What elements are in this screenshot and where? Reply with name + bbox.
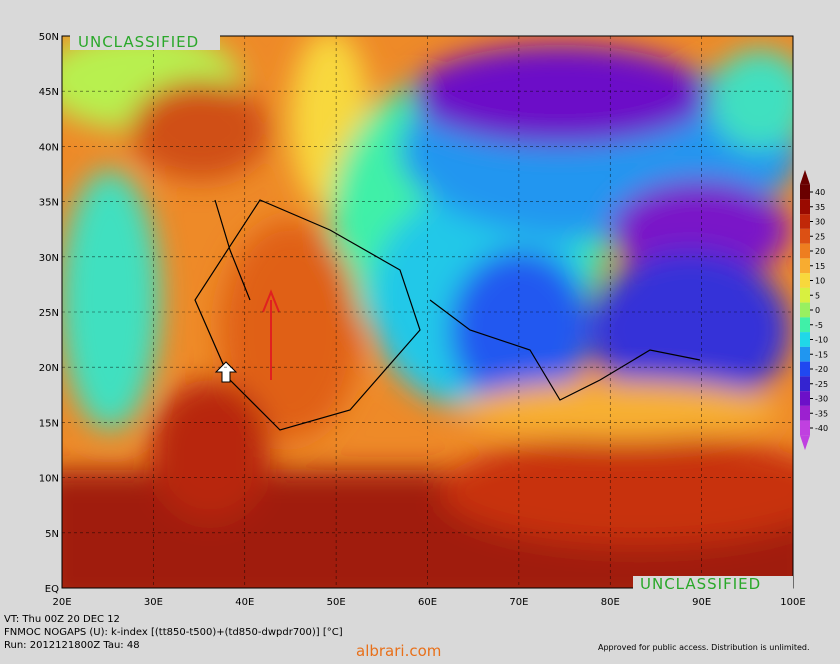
- lat-label: 45N: [39, 87, 59, 98]
- colorbar-label: -5: [815, 321, 823, 330]
- lat-label: 25N: [39, 308, 59, 319]
- lon-label: 100E: [780, 597, 805, 608]
- color-swatch: [800, 302, 810, 318]
- label-box: [633, 576, 793, 592]
- colorbar-label: 35: [815, 203, 825, 212]
- color-swatch: [800, 214, 810, 229]
- colorbar-label: 5: [815, 291, 820, 300]
- color-swatch: [800, 184, 810, 200]
- colorbar-cap: [800, 435, 810, 451]
- lat-label: 10N: [39, 474, 59, 485]
- lon-label: 20E: [52, 597, 71, 608]
- color-swatch: [800, 199, 810, 215]
- lat-label: 40N: [39, 142, 59, 153]
- arrow-icon: [262, 289, 280, 380]
- lat-label: 20N: [39, 363, 59, 374]
- lat-label: 35N: [39, 198, 59, 209]
- color-swatch: [800, 420, 810, 436]
- lon-label: 70E: [509, 597, 528, 608]
- run-info: Run: 2012121800Z Tau: 48: [4, 640, 140, 651]
- coastline: [194, 199, 701, 431]
- colorbar: 40 35 30 25 20 15 10 5 0 -5 -10 -15 -20 -25 -30 -35 -40: [800, 169, 828, 451]
- lat-label: EQ: [45, 584, 59, 595]
- colorbar-label: 30: [815, 218, 825, 227]
- colorbar-label: 10: [815, 277, 825, 286]
- color-swatch: [800, 228, 810, 244]
- colorbar-label: -35: [815, 409, 828, 418]
- colorbar-label: 40: [815, 188, 825, 197]
- classification: UNCLASSIFIED: [78, 33, 199, 51]
- grid: 50N 45N 40N 35N 30N 25N 20N 15N 10N 5N EQ 20E 30E 40E…: [39, 32, 806, 608]
- colorbar-label: 25: [815, 232, 825, 241]
- lat-label: 30N: [39, 253, 59, 264]
- colorbar-label: -10: [815, 336, 828, 345]
- classification: UNCLASSIFIED: [640, 575, 761, 593]
- field: [62, 36, 793, 588]
- colorbar-cap: [800, 169, 810, 185]
- lon-label: 30E: [144, 597, 163, 608]
- color-swatch: [800, 391, 810, 406]
- lat-label: 5N: [45, 529, 59, 540]
- colorbar-label: -15: [815, 350, 828, 359]
- color-swatch: [800, 376, 810, 392]
- lon-label: 80E: [601, 597, 620, 608]
- lat-label: 15N: [39, 418, 59, 429]
- color-swatch: [800, 361, 810, 377]
- colorbar-label: -40: [815, 424, 828, 433]
- color-swatch: [800, 332, 810, 347]
- colorbar-label: 20: [815, 247, 825, 256]
- colorbar-label: 0: [815, 306, 820, 315]
- approval: Approved for public access. Distribution…: [598, 643, 810, 652]
- color-swatch: [800, 273, 810, 288]
- product: FNMOC NOGAPS (U): k-index [(tt850-t500)+…: [4, 627, 343, 638]
- color-swatch: [800, 258, 810, 274]
- colorbar-label: -20: [815, 365, 828, 374]
- lon-label: 50E: [327, 597, 346, 608]
- color-swatch: [800, 287, 810, 303]
- color-swatch: [800, 346, 810, 362]
- color-swatch: [800, 243, 810, 259]
- label-box: [70, 34, 220, 50]
- lon-label: 60E: [418, 597, 437, 608]
- watermark: albrari.com: [356, 642, 441, 660]
- lat-label: 50N: [39, 32, 59, 43]
- color-swatch: [800, 317, 810, 333]
- lon-label: 90E: [692, 597, 711, 608]
- colorbar-label: 15: [815, 262, 825, 271]
- colorbar-label: -25: [815, 380, 828, 389]
- lon-label: 40E: [235, 597, 254, 608]
- colorbar-label: -30: [815, 395, 828, 404]
- color-swatch: [800, 405, 810, 421]
- valid-time: VT: Thu 00Z 20 DEC 12: [4, 614, 120, 625]
